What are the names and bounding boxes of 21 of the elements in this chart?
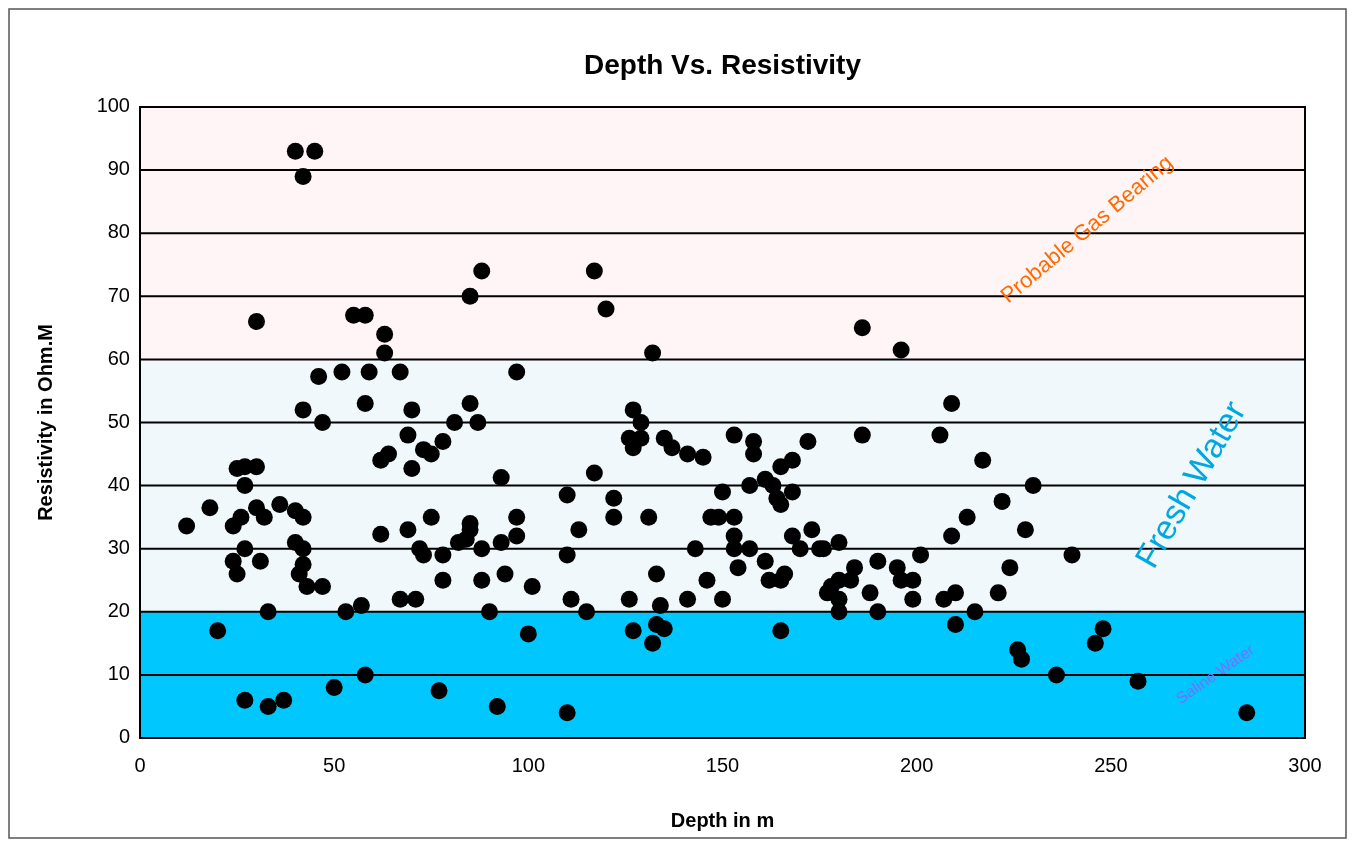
y-tick-label: 70 <box>107 283 130 306</box>
x-tick-label: 150 <box>705 754 740 776</box>
y-axis-title: Resistivity in Ohm.M <box>34 324 56 521</box>
y-tick-label: 60 <box>107 346 130 369</box>
y-tick-label: 40 <box>107 472 130 495</box>
y-tick-label: 20 <box>107 599 130 622</box>
x-axis-title: Depth in m <box>670 809 775 831</box>
x-tick-label: 50 <box>323 754 346 776</box>
y-tick-label: 0 <box>118 725 130 748</box>
y-tick-label: 10 <box>107 662 130 685</box>
y-tick-label: 100 <box>96 94 130 117</box>
chart-title: Depth Vs. Resistivity <box>584 49 862 80</box>
x-tick-label: 250 <box>1094 754 1128 776</box>
x-tick-label: 0 <box>134 754 146 776</box>
y-tick-label: 80 <box>107 220 130 243</box>
y-tick-label: 30 <box>107 535 130 558</box>
x-tick-label: 300 <box>1288 754 1322 776</box>
y-tick-label: 90 <box>107 157 130 180</box>
x-tick-label: 200 <box>899 754 934 776</box>
y-tick-label: 50 <box>107 409 130 432</box>
x-tick-label: 100 <box>511 754 546 776</box>
